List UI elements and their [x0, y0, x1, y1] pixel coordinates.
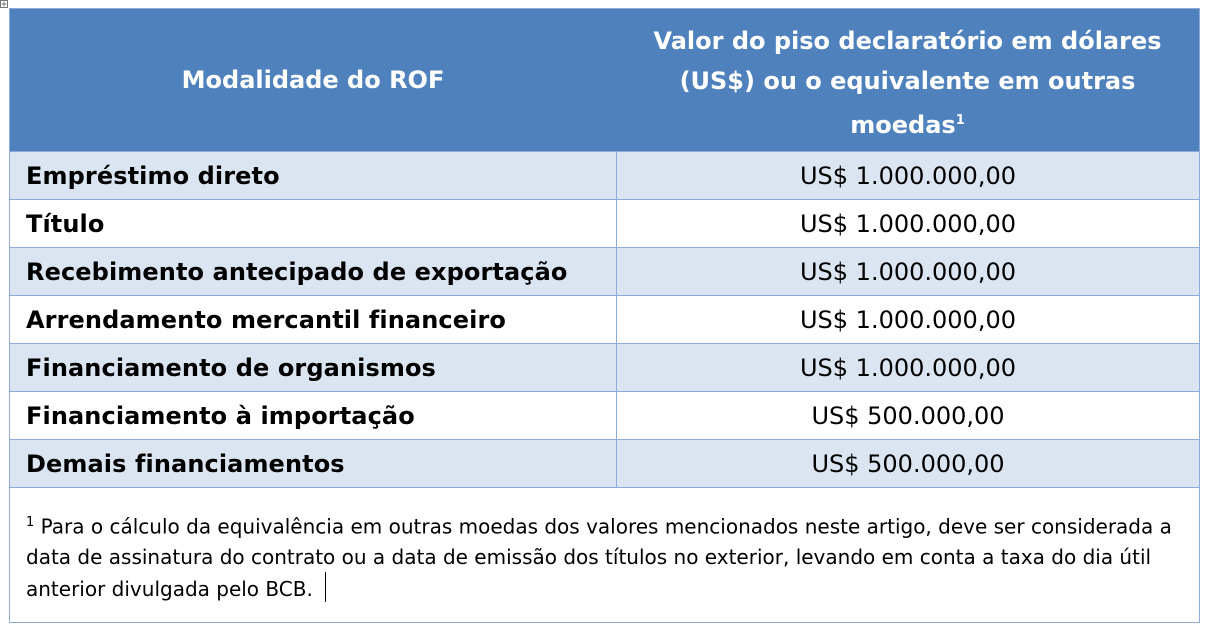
- valor-cell: US$ 500.000,00: [616, 440, 1199, 487]
- modalidade-cell: Financiamento de organismos: [26, 353, 436, 382]
- text-cursor: [324, 571, 326, 602]
- table-move-handle-icon[interactable]: [0, 0, 8, 8]
- table-row: Recebimento antecipado de exportação US$…: [10, 247, 1199, 295]
- modalidade-cell: Título: [26, 209, 105, 238]
- table-row: Demais financiamentos US$ 500.000,00: [10, 439, 1199, 487]
- table-row: Financiamento de organismos US$ 1.000.00…: [10, 343, 1199, 391]
- valor-cell: US$ 500.000,00: [616, 392, 1199, 439]
- valor-cell: US$ 1.000.000,00: [616, 296, 1199, 343]
- valor-cell: US$ 1.000.000,00: [616, 344, 1199, 391]
- table-header: Modalidade do ROF Valor do piso declarat…: [10, 9, 1199, 151]
- table-row: Arrendamento mercantil financeiro US$ 1.…: [10, 295, 1199, 343]
- modalidade-cell: Empréstimo direto: [26, 161, 280, 190]
- table-row: Financiamento à importação US$ 500.000,0…: [10, 391, 1199, 439]
- footnote-reference: 1: [955, 113, 965, 128]
- valor-cell: US$ 1.000.000,00: [616, 152, 1199, 199]
- modalidade-cell: Arrendamento mercantil financeiro: [26, 305, 506, 334]
- valor-cell: US$ 1.000.000,00: [616, 200, 1199, 247]
- table-row: Empréstimo direto US$ 1.000.000,00: [10, 151, 1199, 199]
- header-valor-label: Valor do piso declaratório em dólares (U…: [653, 27, 1162, 139]
- header-modalidade-label: Modalidade do ROF: [181, 66, 445, 94]
- table-row: Título US$ 1.000.000,00: [10, 199, 1199, 247]
- footnote-paragraph: 1 Para o cálculo da equivalência em outr…: [26, 508, 1176, 604]
- modalidade-cell: Financiamento à importação: [26, 401, 415, 430]
- footnote-cell[interactable]: 1 Para o cálculo da equivalência em outr…: [10, 487, 1199, 622]
- rof-table: Modalidade do ROF Valor do piso declarat…: [9, 8, 1200, 623]
- header-modalidade: Modalidade do ROF: [10, 9, 616, 151]
- modalidade-cell: Recebimento antecipado de exportação: [26, 257, 568, 286]
- footnote-text: Para o cálculo da equivalência em outras…: [26, 514, 1172, 601]
- header-valor: Valor do piso declaratório em dólares (U…: [616, 9, 1199, 151]
- valor-cell: US$ 1.000.000,00: [616, 248, 1199, 295]
- footnote-marker: 1: [26, 515, 35, 530]
- modalidade-cell: Demais financiamentos: [26, 449, 345, 478]
